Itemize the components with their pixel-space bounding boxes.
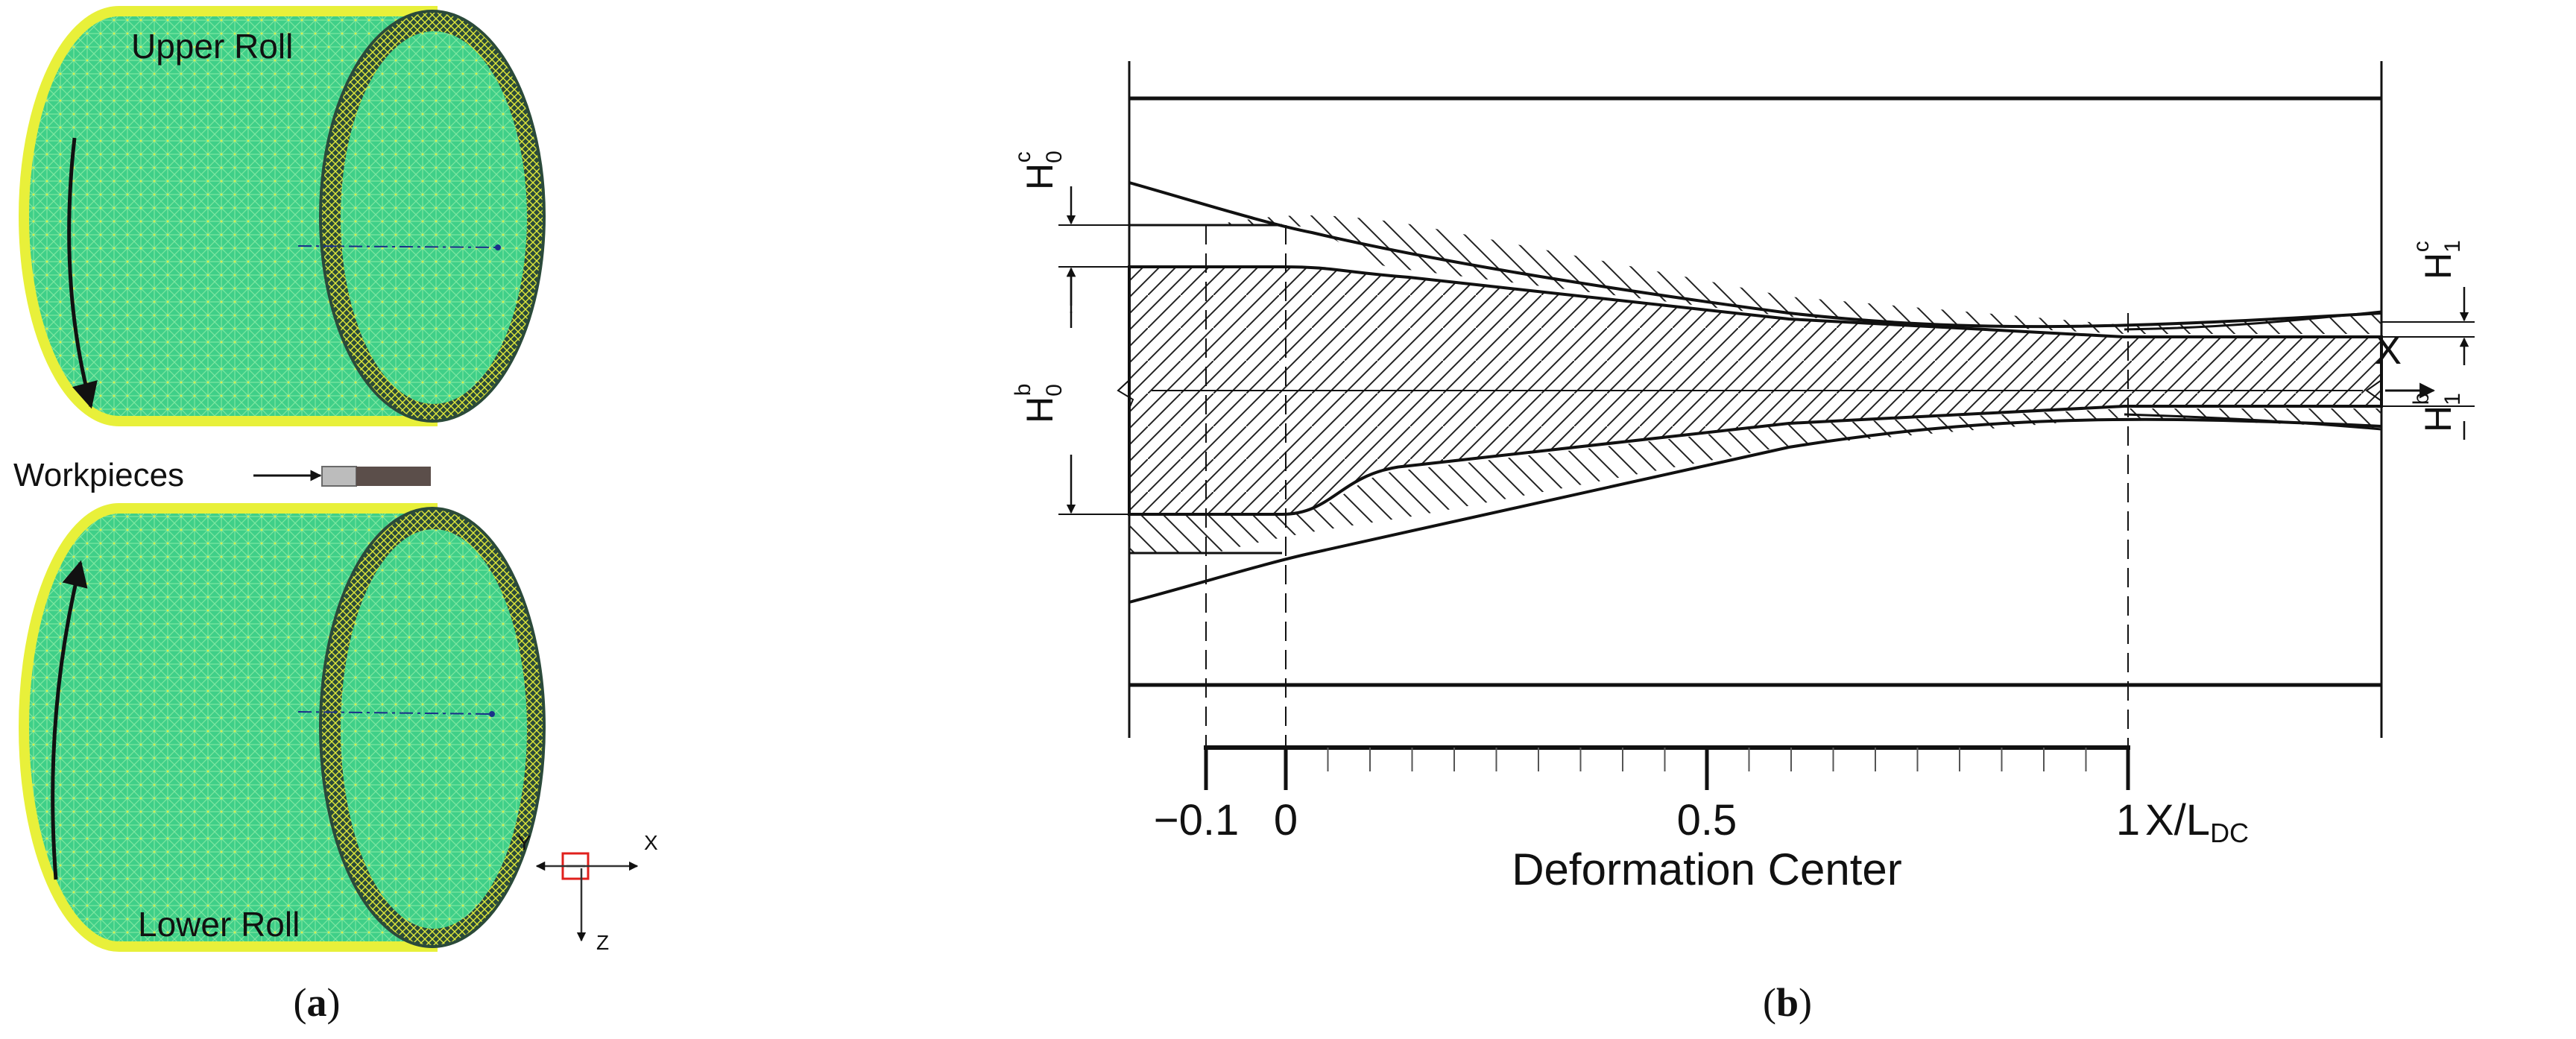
lower-roll	[19, 503, 546, 952]
h0c-label: H0c	[1011, 151, 1067, 190]
axis-z-label: Z	[596, 931, 609, 954]
dimension-h0b: H0b	[1011, 267, 1129, 515]
dimension-h1b: H1b	[2381, 337, 2475, 440]
clad-outer-curve-bottom	[1128, 417, 2382, 604]
lower-roll-end-face	[341, 529, 527, 929]
deformation-scale: −0.1 0 0.5 1 X/LDC Deformation Center	[1154, 745, 2249, 894]
tick-label-0: 0	[1274, 796, 1298, 844]
lower-roll-axis-line	[297, 711, 493, 715]
upper-roll-label: Upper Roll	[131, 27, 293, 66]
lower-roll-rotation-arrow	[51, 560, 88, 880]
panel-a-caption: (a)	[294, 980, 341, 1025]
upper-roll-rotation-arrow	[67, 137, 98, 409]
workpiece-strip-dark	[356, 467, 431, 486]
panel-b-caption: (b)	[1763, 980, 1812, 1025]
workpieces-label: Workpieces	[13, 457, 184, 493]
upper-roll-axis-line	[297, 245, 499, 248]
scale-unit-label: X/LDC	[2145, 796, 2249, 848]
upper-roll-axis-dot	[495, 244, 501, 250]
h1b-label: H1b	[2409, 393, 2465, 432]
panel-b: X H0c H0b	[1011, 61, 2475, 1025]
axis-triad: Y X Z	[517, 831, 658, 954]
tick-label-0-5: 0.5	[1677, 796, 1737, 844]
dimension-h0c: H0c	[1011, 151, 1129, 306]
entry-top-flare	[2124, 310, 2382, 331]
panel-a: Upper Roll Lower Roll Workpieces Y X Z (…	[13, 5, 658, 1025]
lower-roll-label: Lower Roll	[138, 905, 300, 944]
scale-title: Deformation Center	[1512, 844, 1902, 894]
axis-y-label: Y	[517, 831, 531, 854]
break-mark-left	[1117, 379, 1134, 409]
scale-minor-ticks	[1327, 748, 2087, 771]
workpieces	[253, 466, 431, 487]
workpiece-strip-light	[321, 466, 357, 487]
axis-x-label: X	[644, 831, 658, 854]
upper-roll-end-face	[341, 31, 527, 404]
centerline	[1117, 379, 2382, 409]
exit-bottom-flare	[2124, 413, 2382, 431]
dimension-h1c: H1c	[2381, 240, 2475, 338]
tick-label-1: 1	[2116, 796, 2140, 844]
upper-roll	[19, 5, 546, 426]
h0b-label: H0b	[1011, 384, 1067, 423]
upper-clad-layer	[1129, 215, 2381, 334]
lower-roll-axis-dot	[489, 711, 495, 717]
x-axis-label: X	[2375, 328, 2402, 373]
tick-label-minus-0-1: −0.1	[1154, 796, 1240, 844]
break-mark-right	[2365, 379, 2382, 402]
clad-outer-curve-top	[1128, 181, 2382, 329]
lower-clad-layer	[1129, 408, 2381, 553]
h1c-label: H1c	[2409, 240, 2465, 280]
lower-roll-body	[19, 503, 438, 952]
